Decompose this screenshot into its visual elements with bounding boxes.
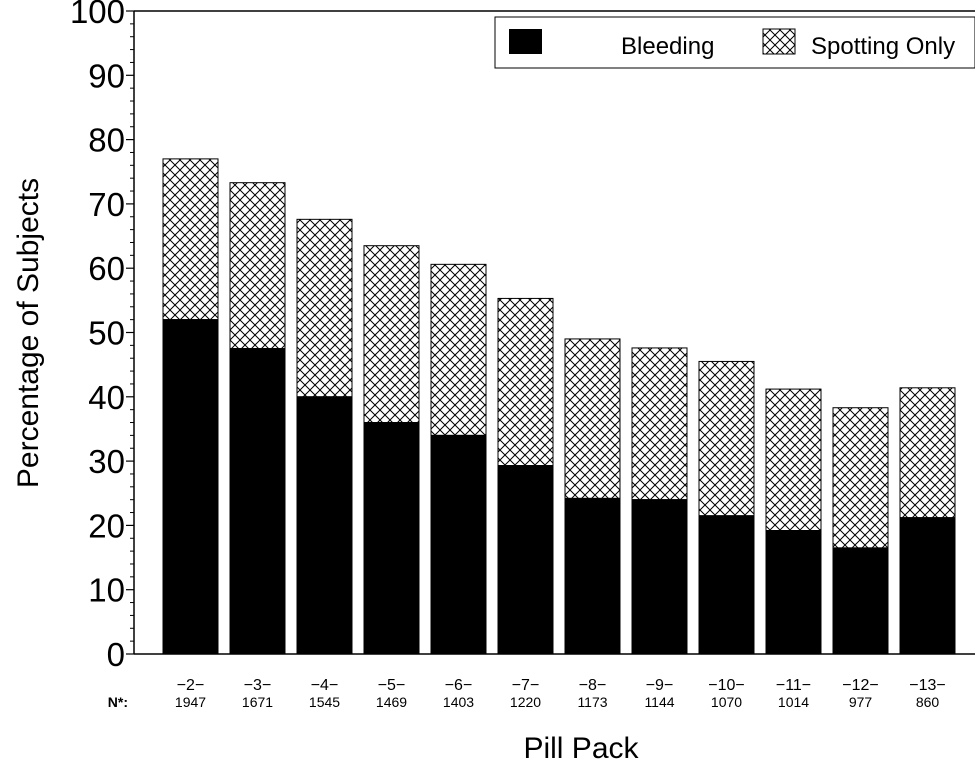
x-tick-label: −9− (646, 677, 674, 694)
x-axis: −2−1947 −3−1671 −4−1545 −5−1469 −6−1403 −7−12… (175, 677, 946, 710)
y-axis: 0 10 20 30 40 50 60 70 80 90 100 (70, 0, 134, 673)
n-value-label: 860 (916, 694, 940, 710)
x-tick-label: −7− (512, 677, 540, 694)
bar-bleeding (497, 465, 554, 655)
y-tick-label: 70 (88, 186, 125, 223)
y-tick-label: 30 (88, 443, 125, 480)
bar-bleeding (363, 422, 420, 655)
legend-label-spotting: Spotting Only (811, 33, 955, 60)
x-tick-label: −5− (378, 677, 406, 694)
bar-spotting-only (296, 218, 353, 398)
n-value-label: 1947 (175, 694, 206, 710)
n-value-label: 1173 (577, 694, 607, 710)
bar-spotting-only (363, 245, 420, 424)
bar-spotting-only (162, 158, 219, 321)
bar-bleeding (765, 530, 822, 655)
bar-bleeding (430, 434, 487, 655)
bar-spotting-only (631, 347, 688, 501)
n-row-label: N*: (108, 694, 128, 710)
x-tick-label: −13− (909, 677, 945, 694)
x-tick-label: −11− (776, 677, 811, 694)
legend-box (494, 16, 975, 69)
bar-bleeding (899, 517, 956, 655)
y-tick-label: 20 (88, 507, 125, 544)
bar-bleeding (631, 499, 688, 655)
bar-spotting-only (899, 387, 956, 519)
bar-spotting-only (497, 297, 554, 467)
bar-spotting-only (765, 388, 822, 532)
bar-bleeding (698, 515, 755, 655)
bar-bleeding (229, 348, 286, 655)
bar-bleeding (162, 319, 219, 655)
legend-swatch-spotting (762, 28, 796, 55)
bar-spotting-only (698, 360, 755, 517)
y-tick-label: 50 (88, 315, 125, 352)
n-value-label: 1403 (443, 694, 474, 710)
n-value-label: 1469 (376, 694, 407, 710)
y-tick-label: 80 (88, 122, 125, 159)
y-tick-label: 90 (88, 57, 125, 94)
x-tick-label: −3− (244, 677, 272, 694)
x-axis-label: Pill Pack (523, 732, 639, 765)
x-tick-label: −8− (579, 677, 607, 694)
bar-bleeding (832, 547, 889, 655)
y-tick-label: 40 (88, 379, 125, 416)
n-value-label: 1671 (242, 694, 273, 710)
bar-spotting-only (229, 182, 286, 350)
n-value-label: 1144 (644, 694, 674, 710)
x-tick-label: −12− (842, 677, 878, 694)
n-value-label: 1220 (510, 694, 541, 710)
x-tick-label: −10− (708, 677, 744, 694)
x-tick-label: −6− (445, 677, 473, 694)
x-tick-label: −4− (311, 677, 339, 694)
legend: Bleeding Spotting Only (494, 16, 975, 69)
y-axis-label: Percentage of Subjects (12, 178, 45, 488)
n-value-label: 1545 (309, 694, 340, 710)
n-value-label: 977 (849, 694, 873, 710)
bar-spotting-only (832, 407, 889, 549)
y-tick-label: 100 (70, 0, 125, 30)
legend-swatch-bleeding (509, 29, 542, 54)
n-value-label: 1070 (711, 694, 742, 710)
y-tick-label: 10 (88, 572, 125, 609)
bars-group (162, 158, 956, 655)
bar-spotting-only (564, 338, 621, 499)
bar-bleeding (564, 497, 621, 655)
x-tick-label: −2− (177, 677, 205, 694)
y-tick-label: 60 (88, 250, 125, 287)
bar-bleeding (296, 396, 353, 655)
bar-spotting-only (430, 263, 487, 436)
n-value-label: 1014 (778, 694, 809, 710)
legend-label-bleeding: Bleeding (621, 33, 714, 60)
y-tick-label: 0 (107, 636, 125, 673)
